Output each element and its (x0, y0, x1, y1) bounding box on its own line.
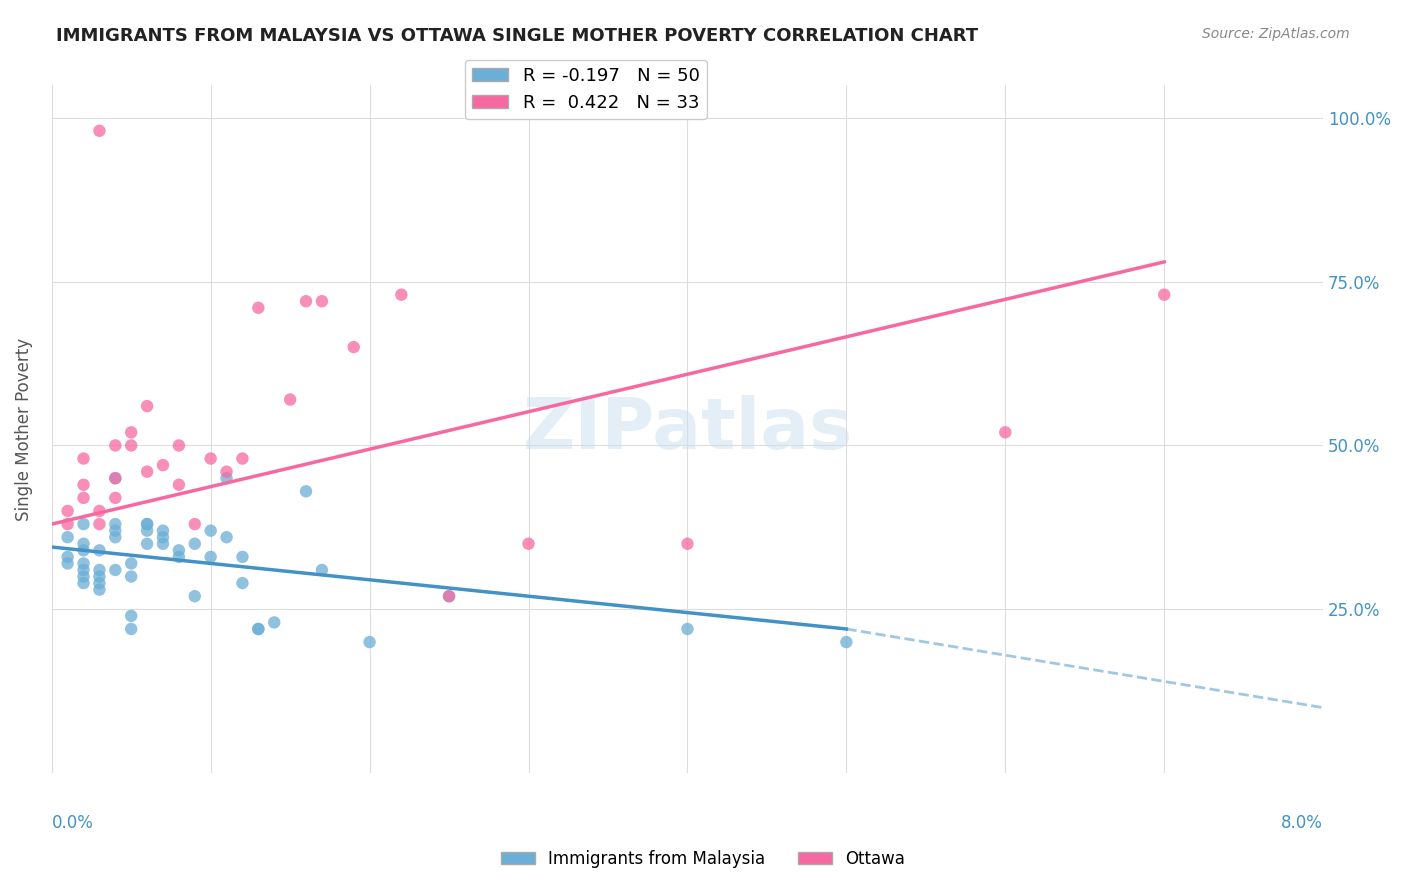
Point (136, 465, 159, 479)
Point (215, 465, 238, 479)
Point (56, 517, 79, 532)
Point (311, 563, 333, 577)
Point (295, 484, 318, 499)
Point (120, 557, 142, 571)
Point (89, 582, 111, 597)
Y-axis label: Single Mother Poverty: Single Mother Poverty (15, 337, 32, 521)
Point (152, 530, 174, 544)
Point (136, 517, 159, 532)
Point (152, 524, 174, 538)
Point (231, 549, 253, 564)
Point (136, 399, 159, 413)
Point (247, 622, 270, 636)
Point (72, 563, 94, 577)
Point (89, 576, 111, 591)
Point (676, 537, 699, 551)
Point (89, 504, 111, 518)
Point (89, 124, 111, 138)
Text: 0.0%: 0.0% (52, 814, 94, 832)
Point (247, 622, 270, 636)
Point (215, 530, 238, 544)
Point (359, 635, 381, 649)
Point (56, 530, 79, 544)
Point (104, 563, 127, 577)
Point (72, 477, 94, 491)
Point (120, 608, 142, 623)
Point (104, 530, 127, 544)
Point (72, 537, 94, 551)
Text: IMMIGRANTS FROM MALAYSIA VS OTTAWA SINGLE MOTHER POVERTY CORRELATION CHART: IMMIGRANTS FROM MALAYSIA VS OTTAWA SINGL… (56, 27, 979, 45)
Text: ZIPatlas: ZIPatlas (523, 394, 852, 464)
Point (200, 549, 222, 564)
Point (89, 563, 111, 577)
Point (56, 549, 79, 564)
Legend: R = -0.197   N = 50, R =  0.422   N = 33: R = -0.197 N = 50, R = 0.422 N = 33 (465, 60, 707, 119)
Point (200, 524, 222, 538)
Point (231, 576, 253, 591)
Point (89, 543, 111, 558)
Point (56, 557, 79, 571)
Point (72, 557, 94, 571)
Point (136, 537, 159, 551)
Point (72, 491, 94, 505)
Point (56, 504, 79, 518)
Text: Source: ZipAtlas.com: Source: ZipAtlas.com (1202, 27, 1350, 41)
Point (72, 569, 94, 583)
Point (72, 576, 94, 591)
Point (104, 438, 127, 452)
Point (120, 622, 142, 636)
Point (152, 537, 174, 551)
Point (263, 615, 285, 630)
Point (167, 438, 190, 452)
Point (89, 569, 111, 583)
Point (120, 425, 142, 440)
Point (104, 517, 127, 532)
Point (1153, 287, 1175, 301)
Point (184, 537, 207, 551)
Point (120, 438, 142, 452)
Point (835, 635, 858, 649)
Point (72, 517, 94, 532)
Point (72, 451, 94, 466)
Text: 8.0%: 8.0% (1281, 814, 1323, 832)
Point (104, 471, 127, 485)
Point (136, 524, 159, 538)
Point (231, 451, 253, 466)
Legend: Immigrants from Malaysia, Ottawa: Immigrants from Malaysia, Ottawa (495, 844, 911, 875)
Point (104, 524, 127, 538)
Point (200, 451, 222, 466)
Point (389, 287, 412, 301)
Point (167, 477, 190, 491)
Point (120, 569, 142, 583)
Point (437, 589, 460, 603)
Point (152, 458, 174, 472)
Point (89, 517, 111, 532)
Point (517, 537, 540, 551)
Point (994, 425, 1017, 440)
Point (104, 491, 127, 505)
Point (437, 589, 460, 603)
Point (215, 471, 238, 485)
Point (72, 543, 94, 558)
Point (184, 517, 207, 532)
Point (278, 392, 301, 407)
Point (311, 294, 333, 309)
Point (136, 517, 159, 532)
Point (343, 340, 366, 354)
Point (167, 543, 190, 558)
Point (167, 549, 190, 564)
Point (676, 622, 699, 636)
Point (184, 589, 207, 603)
Point (104, 471, 127, 485)
Point (247, 301, 270, 315)
Point (295, 294, 318, 309)
